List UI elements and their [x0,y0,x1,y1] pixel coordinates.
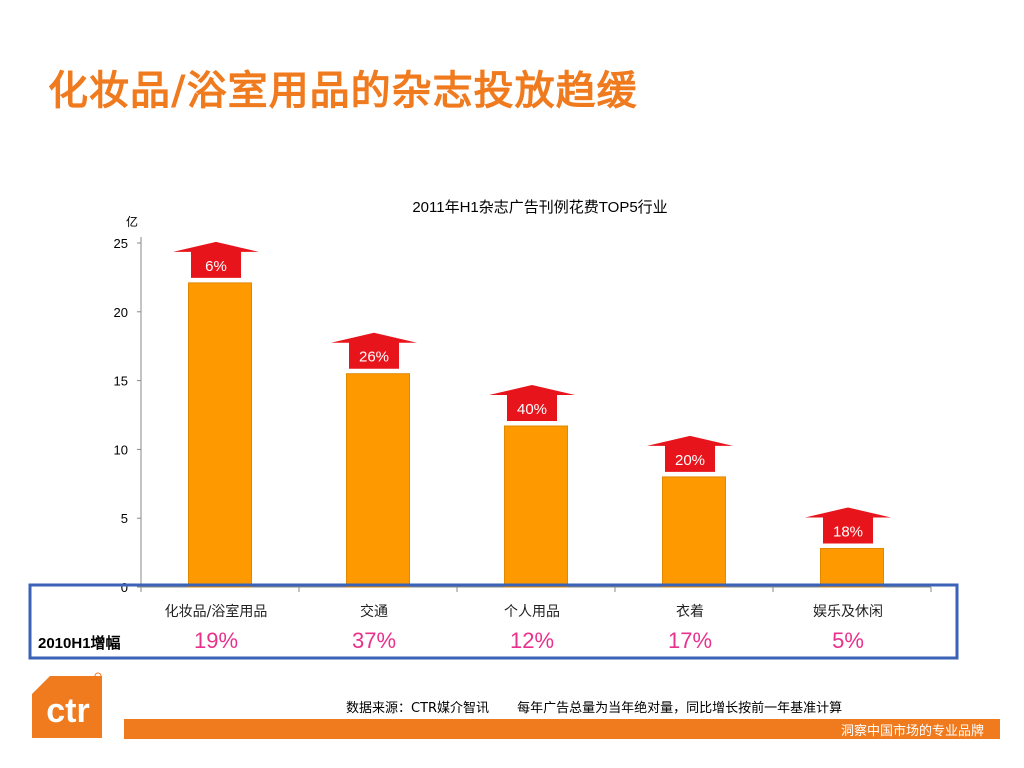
prev-growth-label: 12% [510,628,554,653]
prev-growth-row-label: 2010H1增幅 [38,635,121,652]
category-label: 交通 [360,603,388,620]
growth-label: 6% [205,258,227,275]
y-tick-label: 0 [121,580,128,595]
y-axis-unit: 亿 [126,214,138,229]
prev-growth-label: 5% [832,628,864,653]
growth-arrows: 6% 26% 40% 20% 18% [173,241,891,544]
bar [504,425,568,588]
y-tick-label: 25 [114,236,128,251]
y-tick-label: 20 [114,305,128,320]
bar [820,547,884,588]
source-note: 数据来源：CTR媒介智讯 每年广告总量为当年绝对量，同比增长按前一年基准计算 [346,697,842,716]
calculation-note: 每年广告总量为当年绝对量，同比增长按前一年基准计算 [517,701,843,716]
growth-label: 20% [675,452,705,469]
category-label: 化妆品/浴室用品 [165,603,268,620]
prev-growth-label: 19% [194,628,238,653]
growth-arrow [489,385,575,422]
growth-arrow [805,507,891,544]
footer-bar [124,719,1000,739]
category-label: 娱乐及休闲 [813,604,883,620]
y-tick-label: 5 [121,511,128,526]
y-tick-label: 15 [114,374,128,389]
bar [662,476,726,588]
logo-text: ctr [46,692,89,730]
bar [188,282,252,588]
growth-arrow [647,435,733,472]
prev-growth-labels: 19% 37% 12% 17% 5% [194,628,864,653]
growth-label: 18% [833,523,863,540]
category-label: 衣着 [676,604,704,620]
chart-bars [188,282,884,588]
growth-label: 40% [517,401,547,418]
y-tick-label: 10 [114,442,128,457]
category-labels: 化妆品/浴室用品 交通 个人用品 衣着 娱乐及休闲 [165,603,883,620]
data-source: 数据来源：CTR媒介智讯 [346,701,490,716]
growth-arrow [173,241,259,278]
footer-tagline: 洞察中国市场的专业品牌 [840,724,984,739]
slide-title: 化妆品/浴室用品的杂志投放趋缓 [48,68,638,114]
chart-title: 2011年H1杂志广告刊例花费TOP5行业 [412,199,667,216]
prev-growth-label: 17% [668,628,712,653]
category-label: 个人用品 [504,604,560,620]
growth-label: 26% [359,349,389,366]
bar [346,373,410,588]
ctr-logo: ctr [32,672,102,738]
prev-growth-label: 37% [352,628,396,653]
category-highlight-box [28,583,959,660]
growth-arrow [331,332,417,369]
